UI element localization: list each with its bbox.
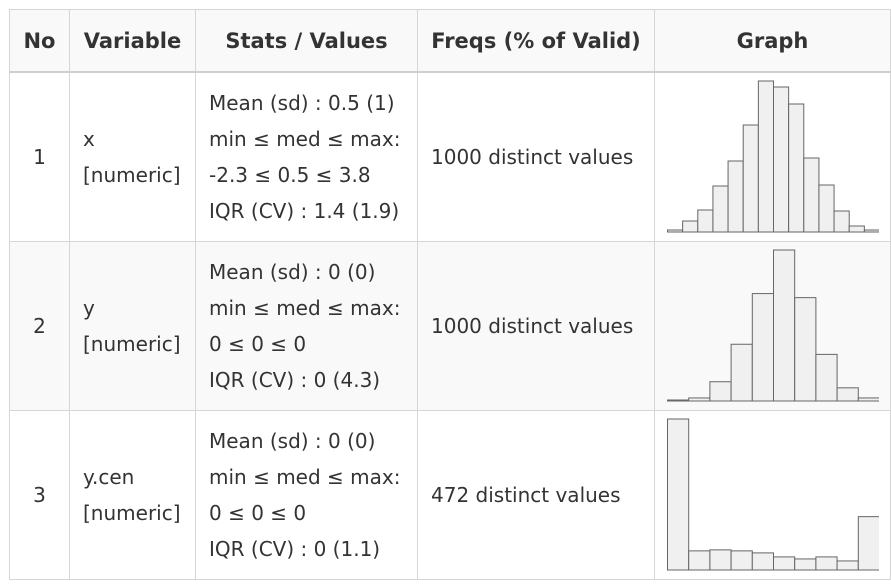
stats-cell: Mean (sd) : 0.5 (1) min ≤ med ≤ max: -2.… [195,71,418,242]
histogram-bar [814,353,838,402]
histogram-bar [711,185,729,233]
histogram [666,418,879,571]
histogram-bar [687,397,710,402]
variable-cell: x [numeric] [69,71,196,242]
header-graph: Graph [654,9,891,73]
graph-cell [654,71,891,242]
histogram-bar [666,399,689,402]
stats-range-values: 0 ≤ 0 ≤ 0 [209,332,307,356]
histogram-bar [696,209,713,233]
variable-cell: y [numeric] [69,241,196,411]
histogram-bar [727,160,744,233]
histogram-bar [848,225,865,233]
histogram-bar [836,560,859,571]
variable-cell: y.cen [numeric] [69,410,196,580]
histogram-bar [730,550,753,571]
summary-table: No Variable Stats / Values Freqs (% of V… [9,9,891,580]
header-stats: Stats / Values [195,9,418,73]
freqs-cell: 1000 distinct values [417,71,655,242]
row-number: 1 [9,71,70,242]
histogram-bar [772,86,789,233]
histogram-bar [730,343,753,402]
freqs-cell: 1000 distinct values [417,241,655,411]
variable-type: [numeric] [83,163,181,187]
header-variable: Variable [69,9,196,73]
stats-range-label: min ≤ med ≤ max: [209,465,401,489]
graph-cell [654,241,891,411]
table-row: 2 y [numeric] Mean (sd) : 0 (0) min ≤ me… [9,241,891,411]
histogram [666,80,879,233]
stats-mean: Mean (sd) : 0 (0) [209,260,376,284]
stats-mean: Mean (sd) : 0.5 (1) [209,91,395,115]
histogram-bar [793,297,816,402]
histogram-bar [681,220,698,233]
histogram-bar [666,418,689,571]
histogram-bar [787,103,804,233]
stats-range-values: -2.3 ≤ 0.5 ≤ 3.8 [209,163,371,187]
header-freqs: Freqs (% of Valid) [417,9,655,73]
stats-iqr: IQR (CV) : 0 (4.3) [209,368,381,392]
histogram-bar [857,397,879,402]
variable-type: [numeric] [83,332,181,356]
histogram-bar [857,516,879,571]
variable-name: y.cen [83,465,135,489]
row-number: 2 [9,241,70,411]
histogram-bar [687,550,710,571]
stats-cell: Mean (sd) : 0 (0) min ≤ med ≤ max: 0 ≤ 0… [195,410,418,580]
stats-cell: Mean (sd) : 0 (0) min ≤ med ≤ max: 0 ≤ 0… [195,241,418,411]
histogram [666,249,879,402]
stats-mean: Mean (sd) : 0 (0) [209,429,376,453]
histogram-bar [751,293,774,402]
histogram-bar [708,381,732,402]
histogram-bar [772,249,795,402]
row-number: 3 [9,410,70,580]
variable-type: [numeric] [83,501,181,525]
histogram-bar [793,558,816,571]
histogram-bar [757,80,774,233]
freqs-cell: 472 distinct values [417,410,655,580]
stats-range-label: min ≤ med ≤ max: [209,296,401,320]
histogram-bar [666,229,683,233]
histogram-bar [817,184,835,233]
stats-iqr: IQR (CV) : 0 (1.1) [209,537,381,561]
histogram-bar [836,387,859,402]
histogram-bar [708,549,732,571]
histogram-bar [772,556,795,571]
stats-range-values: 0 ≤ 0 ≤ 0 [209,501,307,525]
stats-iqr: IQR (CV) : 1.4 (1.9) [209,199,400,223]
graph-cell [654,410,891,580]
histogram-bar [863,229,879,233]
histogram-bar [833,210,850,233]
histogram-bar [751,552,774,571]
histogram-bar [802,157,819,233]
table-row: 3 y.cen [numeric] Mean (sd) : 0 (0) min … [9,410,891,580]
histogram-bar [814,556,838,571]
header-row: No Variable Stats / Values Freqs (% of V… [9,9,891,73]
variable-name: x [83,127,95,151]
stats-range-label: min ≤ med ≤ max: [209,127,401,151]
variable-name: y [83,296,95,320]
header-no: No [9,9,70,73]
histogram-bar [742,124,759,233]
table-row: 1 x [numeric] Mean (sd) : 0.5 (1) min ≤ … [9,71,891,242]
